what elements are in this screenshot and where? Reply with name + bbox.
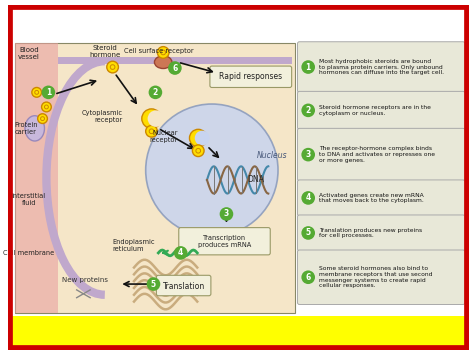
Text: Translation: Translation bbox=[163, 282, 205, 290]
Ellipse shape bbox=[155, 56, 172, 69]
Circle shape bbox=[192, 145, 204, 157]
Text: 6: 6 bbox=[172, 64, 177, 72]
FancyBboxPatch shape bbox=[298, 42, 465, 92]
FancyBboxPatch shape bbox=[298, 250, 465, 305]
Circle shape bbox=[146, 277, 160, 291]
Circle shape bbox=[157, 47, 169, 58]
Text: Steroid
hormone: Steroid hormone bbox=[89, 45, 120, 58]
Text: Translation produces new proteins
for cell processes.: Translation produces new proteins for ce… bbox=[319, 228, 422, 238]
Text: 6: 6 bbox=[306, 273, 311, 282]
Bar bbox=[10, 316, 466, 347]
Circle shape bbox=[42, 102, 51, 112]
Bar bbox=[58, 57, 292, 64]
Circle shape bbox=[190, 129, 207, 147]
Text: Protein
carrier: Protein carrier bbox=[14, 122, 38, 135]
Text: 1: 1 bbox=[46, 88, 51, 97]
Circle shape bbox=[107, 61, 118, 73]
Circle shape bbox=[301, 148, 315, 162]
Circle shape bbox=[301, 191, 315, 205]
Text: Activated genes create new mRNA
that moves back to the cytoplasm.: Activated genes create new mRNA that mov… bbox=[319, 192, 424, 203]
Text: Steroid hormone receptors are in the
cytoplasm or nucleus.: Steroid hormone receptors are in the cyt… bbox=[319, 105, 431, 116]
Circle shape bbox=[301, 271, 315, 284]
Text: 2: 2 bbox=[153, 88, 158, 97]
Circle shape bbox=[301, 60, 315, 74]
Ellipse shape bbox=[25, 116, 45, 141]
FancyBboxPatch shape bbox=[298, 129, 465, 181]
Circle shape bbox=[146, 125, 157, 137]
Text: New proteins: New proteins bbox=[63, 277, 109, 283]
Circle shape bbox=[142, 109, 161, 129]
Text: 3: 3 bbox=[306, 150, 311, 159]
Circle shape bbox=[42, 86, 55, 99]
Text: 4: 4 bbox=[306, 193, 311, 202]
Text: Interstitial
fluid: Interstitial fluid bbox=[12, 193, 46, 206]
Text: Cell surface receptor: Cell surface receptor bbox=[124, 49, 194, 54]
Text: 1: 1 bbox=[306, 62, 311, 72]
Text: The receptor-hormone complex binds
to DNA and activates or represses one
or more: The receptor-hormone complex binds to DN… bbox=[319, 146, 435, 163]
Circle shape bbox=[149, 86, 162, 99]
Text: 5: 5 bbox=[306, 229, 311, 237]
Text: Blood
vessel: Blood vessel bbox=[18, 47, 40, 60]
Bar bbox=[15, 43, 294, 313]
Text: Endoplasmic
reticulum: Endoplasmic reticulum bbox=[113, 239, 155, 252]
Text: Cytoplasmic
receptor: Cytoplasmic receptor bbox=[82, 110, 122, 123]
FancyBboxPatch shape bbox=[298, 91, 465, 129]
Bar bbox=[15, 43, 58, 313]
Text: Nuclear
receptor: Nuclear receptor bbox=[150, 130, 178, 143]
Text: Some steroid hormones also bind to
membrane receptors that use second
messenger : Some steroid hormones also bind to membr… bbox=[319, 266, 432, 289]
Text: DNA: DNA bbox=[247, 175, 264, 185]
Text: Nucleus: Nucleus bbox=[257, 151, 288, 160]
Circle shape bbox=[147, 110, 164, 127]
Text: Most hydrophobic steroids are bound
to plasma protein carriers. Only unbound
hor: Most hydrophobic steroids are bound to p… bbox=[319, 59, 444, 75]
Circle shape bbox=[32, 87, 42, 97]
Circle shape bbox=[219, 207, 233, 221]
Circle shape bbox=[301, 226, 315, 240]
Circle shape bbox=[195, 131, 210, 146]
Circle shape bbox=[37, 114, 47, 124]
Circle shape bbox=[168, 61, 182, 75]
Text: Transcription
produces mRNA: Transcription produces mRNA bbox=[198, 235, 251, 248]
Circle shape bbox=[301, 104, 315, 117]
FancyBboxPatch shape bbox=[210, 66, 292, 87]
Text: Cell membrane: Cell membrane bbox=[3, 250, 55, 256]
FancyBboxPatch shape bbox=[156, 275, 211, 296]
Text: 4: 4 bbox=[178, 248, 183, 257]
FancyBboxPatch shape bbox=[298, 215, 465, 251]
FancyBboxPatch shape bbox=[179, 228, 270, 255]
Text: 3: 3 bbox=[224, 209, 229, 218]
FancyBboxPatch shape bbox=[298, 180, 465, 216]
Text: 2: 2 bbox=[306, 106, 311, 115]
Text: Rapid responses: Rapid responses bbox=[219, 72, 283, 81]
Circle shape bbox=[174, 246, 188, 260]
Circle shape bbox=[146, 104, 278, 236]
Text: 5: 5 bbox=[151, 279, 156, 289]
